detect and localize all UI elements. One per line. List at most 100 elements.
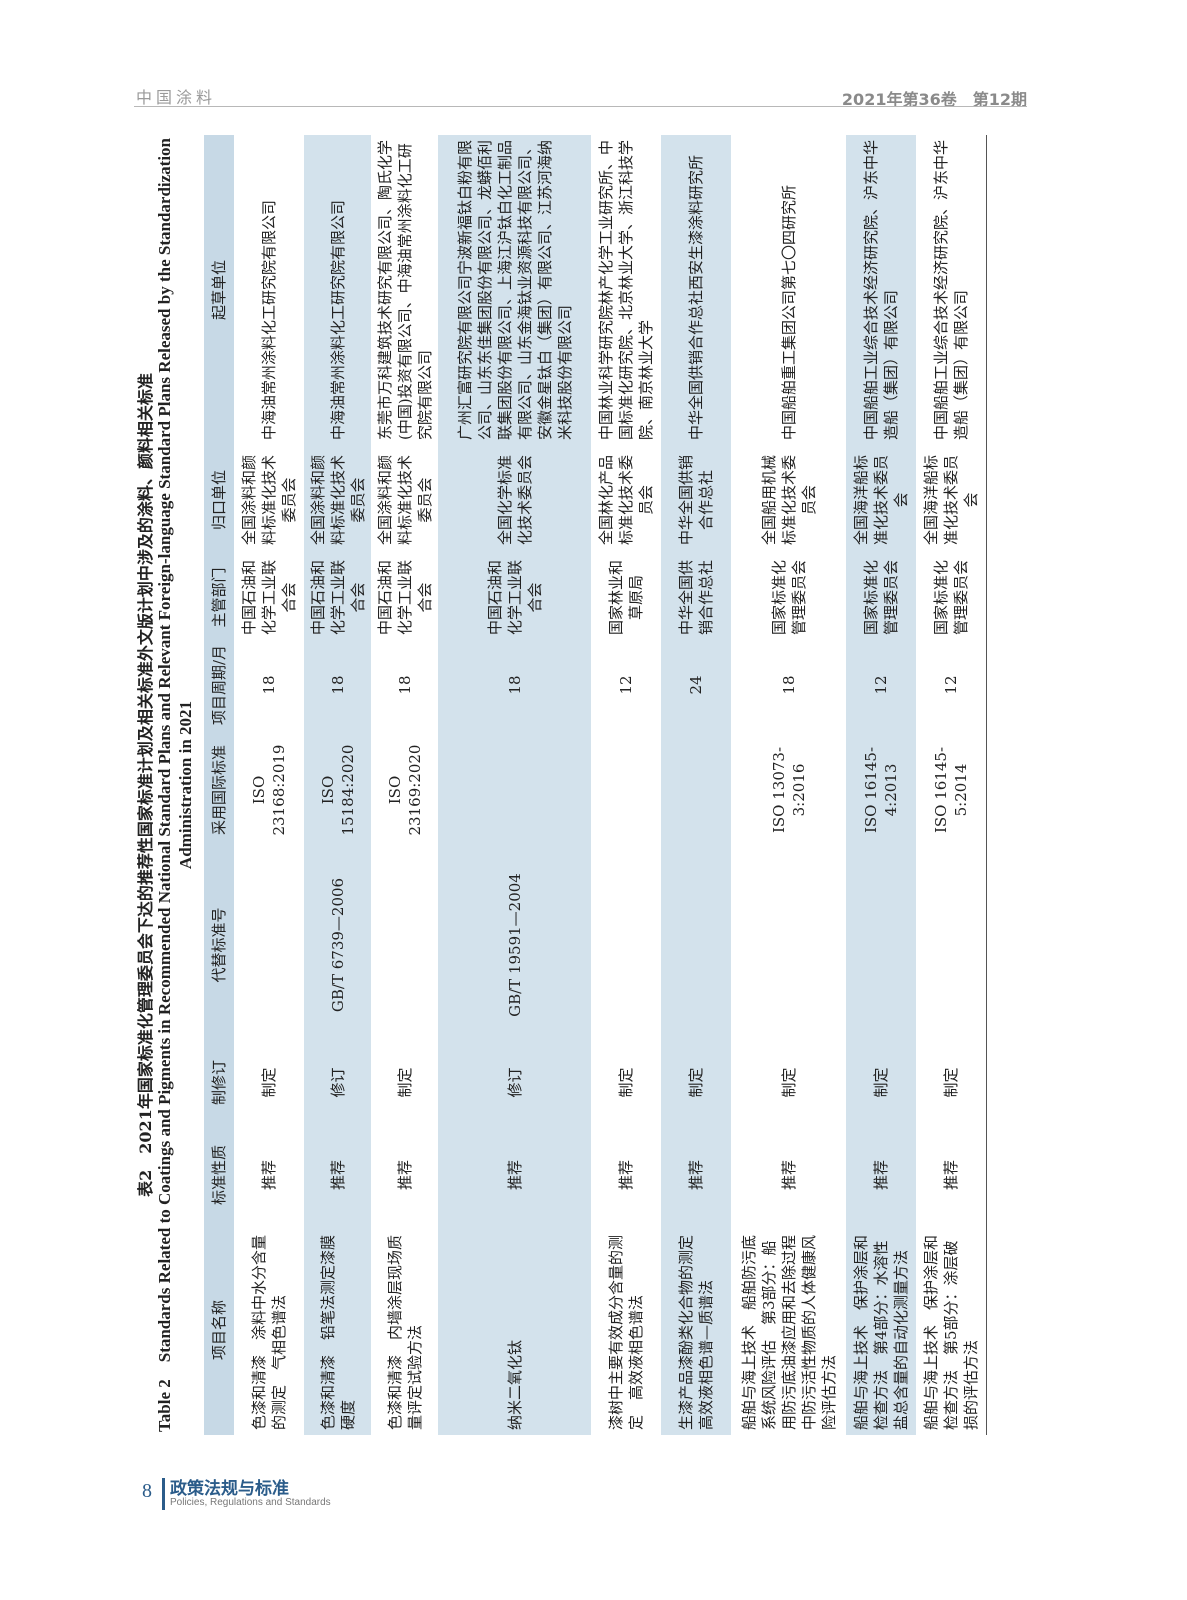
table-row: 船舶与海上技术 保护涂层和检查方法 第5部分：涂层破损的评估方法 推荐 制定 ISO …: [916, 135, 986, 1435]
table-cell: ISO 16145-5:2014: [931, 746, 970, 834]
table-cell: [846, 850, 916, 1040]
column-header: 代替标准号: [204, 850, 234, 1040]
table-cell: 全国海洋船标准化技术委员会: [846, 445, 916, 555]
table-cell: [591, 850, 661, 1040]
column-header: 主管部门: [204, 555, 234, 640]
table-cell: GB/T 6739—2006: [304, 850, 371, 1040]
table-row: 色漆和清漆 内墙涂层现场质量评定试验方法 推荐 制定 ISO 23169:2020 18…: [371, 135, 438, 1435]
table-cell: 中华全国供销合作总社: [661, 555, 731, 640]
journal-name: 中国涂料: [136, 88, 217, 107]
section-title-en: Policies, Regulations and Standards: [170, 1497, 331, 1508]
header-rule: [134, 106, 1027, 107]
table-cell: [438, 730, 591, 850]
table-cell: 全国海洋船标准化技术委员会: [921, 455, 980, 546]
issue-info: 2021年第36卷 第12期: [841, 90, 1027, 109]
table-cell: 国家标准化管理委员会: [846, 555, 916, 640]
table-cell: 全国涂料和颜料标准化技术委员会: [375, 455, 434, 546]
table-cell: 推荐: [846, 1125, 916, 1225]
column-header: 标准性质: [204, 1125, 234, 1225]
table-cell: 中华全国供销合作总社西安生漆涂料研究所: [661, 135, 731, 445]
table-title-en: Table 2 Standards Related to Coatings an…: [155, 137, 195, 1433]
table-cell: 18: [395, 675, 414, 695]
table-cell: 全国涂料和颜料标准化技术委员会: [240, 455, 298, 546]
table-header-row: 项目名称 标准性质 制修订 代替标准号 采用国际标准 项目周期/月 主管部门 归口单位 起草单位: [204, 135, 234, 1435]
table-cell: 修订: [304, 1040, 371, 1125]
page-number: 8: [142, 1480, 152, 1502]
column-header: 采用国际标准: [204, 730, 234, 850]
rotated-table-block: 表2 2021年国家标准化管理委员会下达的推荐性国家标准计划及相关标准外文版计划…: [128, 130, 988, 1440]
table-cell: [591, 730, 661, 850]
table-row: 色漆和清漆 涂料中水分含量的测定 气相色谱法 推荐 制定 ISO 23168:2019…: [234, 135, 304, 1435]
table-cell: 中国林业科学研究院林产化学工业研究所、中国标准化研究院、北京林业大学、浙江科技学…: [597, 139, 655, 440]
table-cell: 中国石油和化学工业联合会: [304, 555, 371, 640]
table-cell: 色漆和清漆 铅笔法测定漆膜硬度: [304, 1225, 371, 1435]
table-cell: [731, 850, 846, 1040]
table-row: 漆树中主要有效成分含量的测定 高效液相色谱法 推荐 制定 12 国家林业和草原局 全国林化…: [591, 135, 661, 1435]
table-cell: 推荐: [617, 1160, 635, 1191]
table-cell: 国家标准化管理委员会: [769, 559, 808, 635]
section-title-cn: 政策法规与标准: [170, 1479, 289, 1499]
table-cell: 生漆产品漆酚类化合物的测定 高效液相色谱—质谱法: [661, 1220, 731, 1435]
table-cell: 全国化学标准化技术委员会: [438, 445, 591, 555]
table-cell: 推荐: [395, 1160, 414, 1191]
table-row: 纳米二氧化钛 推荐 修订 GB/T 19591—2004 18 中国石油和化学工业联合会全…: [438, 135, 591, 1435]
table-title-cn: 表2 2021年国家标准化管理委员会下达的推荐性国家标准计划及相关标准外文版计划…: [136, 373, 155, 1197]
footer-divider: [162, 1478, 165, 1510]
table-cell: 国家林业和草原局: [607, 559, 645, 635]
table-cell: 全国林化产品标准化技术委员会: [597, 455, 655, 546]
table-cell: 中国船舶工业综合技术经济研究院、沪东中华造船（集团）有限公司: [931, 139, 970, 440]
table-cell: 中国船舶工业综合技术经济研究院、沪东中华造船（集团）有限公司: [846, 135, 916, 445]
table-cell: 中海油常州涂料化工研究院有限公司: [260, 199, 278, 440]
table-cell: 12: [941, 675, 960, 695]
table-cell: 色漆和清漆 涂料中水分含量的测定 气相色谱法: [250, 1234, 288, 1430]
table-cell: 制定: [661, 1040, 731, 1125]
table-row: 船舶与海上技术 船舶防污底系统风险评估 第3部分：船用防污底油漆应用和去除过程中…: [731, 135, 846, 1435]
table-cell: 船舶与海上技术 保护涂层和检查方法 第4部分：水溶性盐总含量的自动化测量方法: [846, 1225, 916, 1435]
table-cell: 中国石油和化学工业联合会: [240, 559, 298, 635]
table-cell: 中国石油和化学工业联合会: [438, 555, 591, 640]
table-cell: 推荐: [941, 1160, 960, 1191]
table-cell: [916, 850, 986, 1040]
table-cell: 推荐: [779, 1160, 798, 1191]
table-cell: 中国石油和化学工业联合会: [375, 559, 434, 635]
column-header: 归口单位: [204, 445, 234, 555]
table-row: 生漆产品漆酚类化合物的测定 高效液相色谱—质谱法 推荐 制定 24 中华全国供销合作总社…: [661, 135, 731, 1435]
table-cell: ISO 23169:2020: [385, 744, 424, 836]
table-cell: 修订: [438, 1040, 591, 1125]
table-row: 色漆和清漆 铅笔法测定漆膜硬度 推荐 修订 GB/T 6739—2006 ISO 151…: [304, 135, 371, 1435]
table-cell: 12: [617, 675, 635, 695]
table-row: 船舶与海上技术 保护涂层和检查方法 第4部分：水溶性盐总含量的自动化测量方法 推荐…: [846, 135, 916, 1435]
table-cell: 中海油常州涂料化工研究院有限公司: [304, 135, 371, 445]
table-cell: 制定: [779, 1067, 798, 1098]
column-header: 起草单位: [204, 135, 234, 445]
table-cell: 色漆和清漆 内墙涂层现场质量评定试验方法: [385, 1234, 424, 1430]
table-cell: 推荐: [438, 1125, 591, 1225]
table-cell: 推荐: [661, 1125, 731, 1225]
table-cell: 12: [846, 640, 916, 730]
table-cell: 制定: [395, 1067, 414, 1098]
table-cell: 24: [661, 640, 731, 730]
table-cell: 推荐: [304, 1125, 371, 1225]
standards-table: 项目名称 标准性质 制修订 代替标准号 采用国际标准 项目周期/月 主管部门 归口单位 起草单位…: [204, 135, 987, 1435]
table-cell: 制定: [846, 1040, 916, 1125]
table-cell: [661, 850, 731, 1040]
table-cell: 18: [304, 640, 371, 730]
table-cell: 18: [779, 675, 798, 695]
table-cell: 纳米二氧化钛: [438, 1225, 591, 1435]
table-cell: [371, 850, 438, 1040]
column-header: 项目名称: [204, 1225, 234, 1435]
table-cell: 全国涂料和颜料标准化技术委员会: [304, 445, 371, 555]
table-cell: 国家标准化管理委员会: [931, 559, 970, 635]
table-cell: ISO 15184:2020: [304, 730, 371, 850]
table-cell: 制定: [941, 1067, 960, 1098]
column-header: 制修订: [204, 1040, 234, 1125]
table-cell: [661, 730, 731, 850]
table-cell: [234, 850, 304, 1040]
table-cell: 中国船舶重工集团公司第七〇四研究所: [779, 184, 798, 440]
table-cell: 漆树中主要有效成分含量的测定 高效液相色谱法: [607, 1234, 645, 1430]
table-cell: 船舶与海上技术 保护涂层和检查方法 第5部分：涂层破损的评估方法: [921, 1234, 980, 1430]
table-cell: ISO 23168:2019: [250, 744, 288, 836]
table-cell: 制定: [617, 1067, 635, 1098]
table-cell: GB/T 19591—2004: [438, 850, 591, 1040]
table-cell: 船舶与海上技术 船舶防污底系统风险评估 第3部分：船用防污底油漆应用和去除过程中…: [739, 1234, 838, 1430]
